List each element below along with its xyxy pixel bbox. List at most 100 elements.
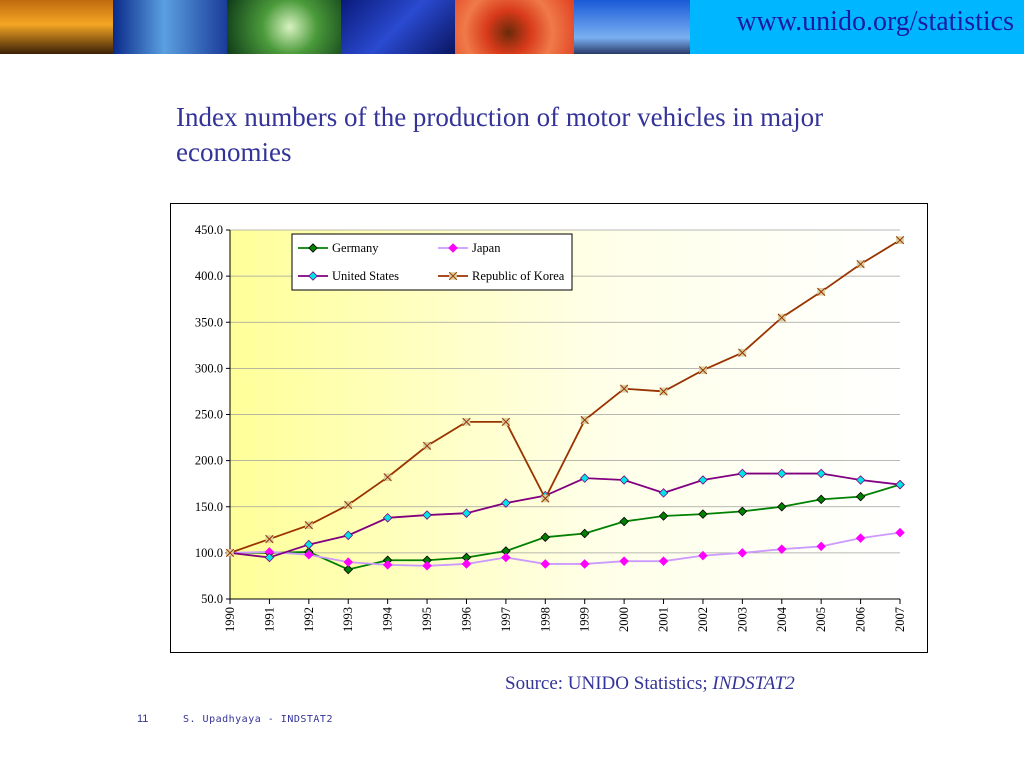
- data-point-united-states: [382, 513, 393, 523]
- series-line-korea: [229, 239, 901, 554]
- data-point-japan: [461, 559, 472, 569]
- data-point-united-states: [737, 468, 748, 479]
- data-point-united-states: [776, 468, 787, 479]
- data-point-germany: [855, 491, 866, 502]
- data-point-korea-cross: [895, 235, 905, 245]
- legend-label-japan: Japan: [472, 241, 501, 255]
- banner-image-circuit: [341, 0, 455, 54]
- chart-frame: 50.0 100.0 150.0 200.0 250.0 300.0 350.0 400.0 4…: [170, 203, 928, 653]
- data-point-korea-cross: [698, 366, 708, 375]
- source-text: Source: UNIDO Statistics;: [505, 673, 713, 694]
- data-point-korea-cross: [344, 500, 353, 510]
- page-number: 11: [137, 713, 149, 725]
- x-tick-label: 1993: [341, 607, 355, 632]
- data-point-united-states: [816, 468, 826, 479]
- y-tick-label: 150.0: [195, 500, 223, 514]
- data-point-japan: [658, 556, 669, 566]
- data-point-united-states: [461, 508, 472, 518]
- x-tick-label: 2006: [854, 607, 868, 632]
- y-tick-label: 400.0: [195, 269, 223, 283]
- legend-label-korea: Republic of Korea: [472, 269, 565, 283]
- data-point-japan: [895, 527, 905, 538]
- data-point-germany: [698, 509, 708, 519]
- x-tick-label: 1995: [420, 607, 434, 632]
- x-tick-label: 1991: [262, 607, 276, 632]
- x-tick-label: 2000: [617, 607, 631, 632]
- banner-image-windmills: [574, 0, 690, 54]
- data-point-korea-cross: [422, 441, 432, 451]
- data-point-korea-cross: [817, 287, 826, 296]
- legend-marker-united-states: [308, 271, 318, 281]
- x-tick-label: 1998: [538, 607, 552, 632]
- data-point-korea-cross: [659, 387, 668, 396]
- legend-marker-japan: [448, 243, 458, 253]
- x-tick-label: 2001: [657, 607, 671, 632]
- data-point-korea-cross: [304, 521, 313, 530]
- data-point-united-states: [264, 552, 275, 563]
- data-point-japan: [619, 556, 629, 566]
- data-point-japan: [501, 552, 511, 563]
- source-note: Source: UNIDO Statistics; INDSTAT2: [505, 673, 795, 695]
- data-point-korea-cross: [777, 313, 786, 322]
- series-line-united-states: [229, 472, 901, 559]
- y-tick-label: 200.0: [195, 454, 223, 468]
- data-point-united-states: [895, 479, 905, 490]
- y-tick-label: 300.0: [195, 361, 223, 375]
- data-point-united-states: [698, 475, 708, 485]
- banner-image-leaf: [227, 0, 341, 54]
- data-point-united-states: [304, 539, 314, 550]
- x-tick-label: 1992: [302, 607, 316, 632]
- header-banner: www.unido.org/statistics: [0, 0, 1024, 54]
- data-point-japan: [579, 559, 590, 569]
- data-point-japan: [540, 559, 551, 569]
- y-tick-label: 450.0: [195, 223, 223, 237]
- website-url[interactable]: www.unido.org/statistics: [736, 6, 1014, 37]
- banner-image-testtubes: [113, 0, 227, 54]
- y-tick-label: 250.0: [195, 408, 223, 422]
- y-tick-label: 50.0: [201, 592, 223, 606]
- data-point-japan: [816, 541, 826, 552]
- banner-image-flower: [455, 0, 574, 54]
- data-point-germany: [737, 506, 748, 517]
- data-point-korea-cross: [856, 259, 865, 269]
- source-dataset: INDSTAT2: [712, 673, 795, 694]
- x-tick-label: 2005: [814, 607, 828, 632]
- data-point-germany: [579, 528, 590, 539]
- data-point-united-states: [501, 498, 511, 508]
- footer-author: S. Upadhyaya - INDSTAT2: [183, 714, 333, 725]
- data-point-korea-cross: [738, 348, 747, 357]
- line-chart: 50.0 100.0 150.0 200.0 250.0 300.0 350.0 400.0 4…: [195, 223, 907, 632]
- data-point-korea-cross: [501, 417, 511, 427]
- x-tick-label: 1999: [578, 607, 592, 632]
- data-point-united-states: [619, 475, 629, 485]
- x-tick-label: 1994: [381, 606, 395, 632]
- data-point-united-states: [855, 475, 866, 485]
- y-tick-label: 350.0: [195, 315, 223, 329]
- banner-image-kite: [0, 0, 113, 54]
- data-point-united-states: [658, 488, 669, 498]
- x-tick-label: 1996: [459, 607, 473, 632]
- x-tick-label: 2002: [696, 607, 710, 632]
- data-point-japan: [776, 544, 787, 554]
- y-tick-label: 100.0: [195, 546, 223, 560]
- x-tick-label: 1997: [499, 607, 513, 632]
- data-point-germany: [658, 511, 669, 521]
- x-tick-label: 1990: [223, 607, 237, 632]
- x-tick-label: 2007: [893, 607, 907, 632]
- data-point-germany: [776, 501, 787, 512]
- data-point-japan: [737, 548, 748, 558]
- data-point-japan: [343, 557, 354, 567]
- data-point-germany: [619, 516, 629, 527]
- x-tick-label: 2004: [775, 606, 789, 632]
- data-point-korea-cross: [619, 384, 629, 393]
- data-point-korea-cross: [265, 534, 274, 544]
- data-point-united-states: [579, 473, 590, 483]
- data-point-korea-cross: [541, 494, 550, 503]
- data-point-germany: [343, 564, 354, 575]
- data-point-united-states: [343, 530, 354, 541]
- data-point-japan: [698, 550, 708, 561]
- url-banner: www.unido.org/statistics: [690, 0, 1024, 54]
- data-point-japan: [855, 533, 866, 543]
- data-point-germany: [540, 532, 551, 542]
- data-point-japan: [382, 560, 393, 570]
